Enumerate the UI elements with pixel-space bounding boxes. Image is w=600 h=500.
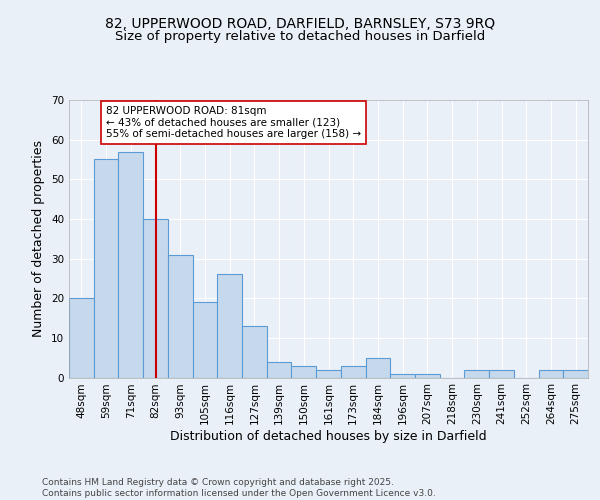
- Bar: [94, 160, 118, 378]
- Bar: [464, 370, 489, 378]
- Text: Size of property relative to detached houses in Darfield: Size of property relative to detached ho…: [115, 30, 485, 43]
- Bar: [341, 366, 365, 378]
- Text: 82 UPPERWOOD ROAD: 81sqm
← 43% of detached houses are smaller (123)
55% of semi-: 82 UPPERWOOD ROAD: 81sqm ← 43% of detach…: [106, 106, 361, 139]
- Bar: [242, 326, 267, 378]
- Text: 82, UPPERWOOD ROAD, DARFIELD, BARNSLEY, S73 9RQ: 82, UPPERWOOD ROAD, DARFIELD, BARNSLEY, …: [105, 18, 495, 32]
- X-axis label: Distribution of detached houses by size in Darfield: Distribution of detached houses by size …: [170, 430, 487, 443]
- Bar: [390, 374, 415, 378]
- Bar: [316, 370, 341, 378]
- Bar: [489, 370, 514, 378]
- Bar: [143, 219, 168, 378]
- Bar: [168, 254, 193, 378]
- Bar: [118, 152, 143, 378]
- Bar: [267, 362, 292, 378]
- Bar: [563, 370, 588, 378]
- Bar: [292, 366, 316, 378]
- Text: Contains HM Land Registry data © Crown copyright and database right 2025.
Contai: Contains HM Land Registry data © Crown c…: [42, 478, 436, 498]
- Bar: [193, 302, 217, 378]
- Bar: [69, 298, 94, 378]
- Y-axis label: Number of detached properties: Number of detached properties: [32, 140, 46, 337]
- Bar: [415, 374, 440, 378]
- Bar: [539, 370, 563, 378]
- Bar: [217, 274, 242, 378]
- Bar: [365, 358, 390, 378]
